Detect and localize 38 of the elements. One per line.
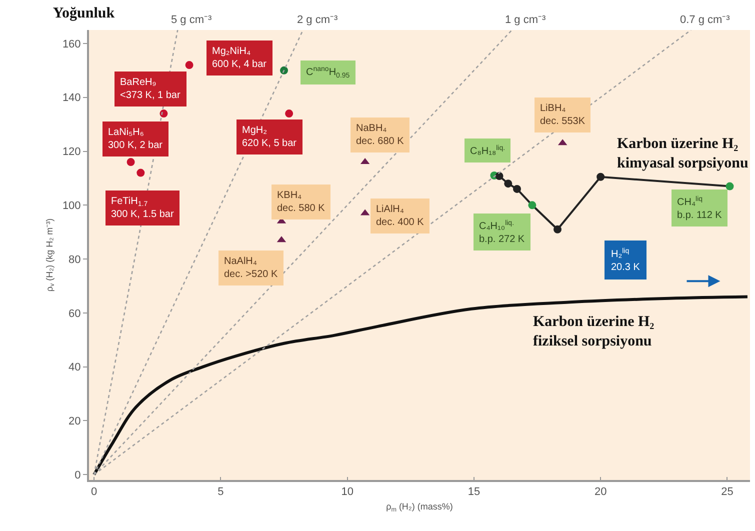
x-axis-title: ρ$_{m}$ (H₂) (mass%) bbox=[386, 502, 453, 514]
y-tick-label: 160 bbox=[62, 38, 81, 50]
x-tick-label: 10 bbox=[341, 486, 354, 498]
y-tick-label: 20 bbox=[68, 416, 81, 428]
annotation: FeTiH$_{1.7}$ 300 K, 1.5 bar bbox=[111, 196, 174, 220]
x-tick-label: 0 bbox=[91, 486, 98, 498]
annotation: Karbon üzerine H₂ kimyasal sorpsiyonu bbox=[617, 136, 748, 172]
annotation: LiAlH₄ dec. 400 K bbox=[376, 204, 424, 228]
y-tick-label: 40 bbox=[68, 362, 81, 374]
annotation: LiBH₄ dec. 553K bbox=[540, 103, 586, 127]
x-tick-label: 25 bbox=[721, 486, 734, 498]
series-label: 1 g cm⁻³ bbox=[505, 14, 546, 26]
series-label: 5 g cm⁻³ bbox=[171, 14, 212, 26]
annotation: Mg₂NiH₄ 600 K, 4 bar bbox=[212, 46, 268, 70]
annotation: KBH₄ dec. 580 K bbox=[277, 190, 326, 214]
annotation: C₈H₁₈$^{liq.}$ bbox=[470, 144, 506, 158]
series-label: 0.7 g cm⁻³ bbox=[680, 14, 730, 26]
y-tick-label: 120 bbox=[62, 146, 81, 158]
annotation: NaAlH₄ dec. >520 K bbox=[224, 256, 278, 280]
y-tick-label: 60 bbox=[68, 308, 81, 320]
series-label: 2 g cm⁻³ bbox=[297, 14, 338, 26]
annotation: C₄H₁₀$^{liq.}$ b.p. 272 K bbox=[479, 219, 525, 246]
y-tick-label: 0 bbox=[74, 469, 81, 482]
y-tick-label: 100 bbox=[62, 200, 81, 212]
chart-title: Yoğunluk bbox=[52, 5, 116, 22]
annotation: NaBH₄ dec. 680 K bbox=[356, 123, 404, 147]
x-tick-label: 15 bbox=[468, 486, 480, 498]
annotation: BaReH₉ <373 K, 1 bar bbox=[120, 77, 181, 101]
x-tick-label: 20 bbox=[594, 486, 607, 498]
series-label: Karbon üzerine H₂ fiziksel sorpsiyonu bbox=[533, 314, 655, 350]
y-tick-label: 140 bbox=[62, 92, 81, 104]
y-tick-label: 80 bbox=[68, 254, 81, 266]
x-tick-label: 5 bbox=[218, 486, 224, 498]
annotation: H₂$^{liq}$ 20.3 K bbox=[611, 247, 640, 274]
annotation: C$^{nano}$H$_{0.95}$ bbox=[306, 66, 350, 80]
annotation: LaNi₅H₆ 300 K, 2 bar bbox=[108, 127, 164, 151]
annotation: CH₄$^{liq}$ b.p. 112 K bbox=[677, 195, 722, 222]
annotation: MgH₂ 620 K, 5 bar bbox=[242, 125, 298, 149]
